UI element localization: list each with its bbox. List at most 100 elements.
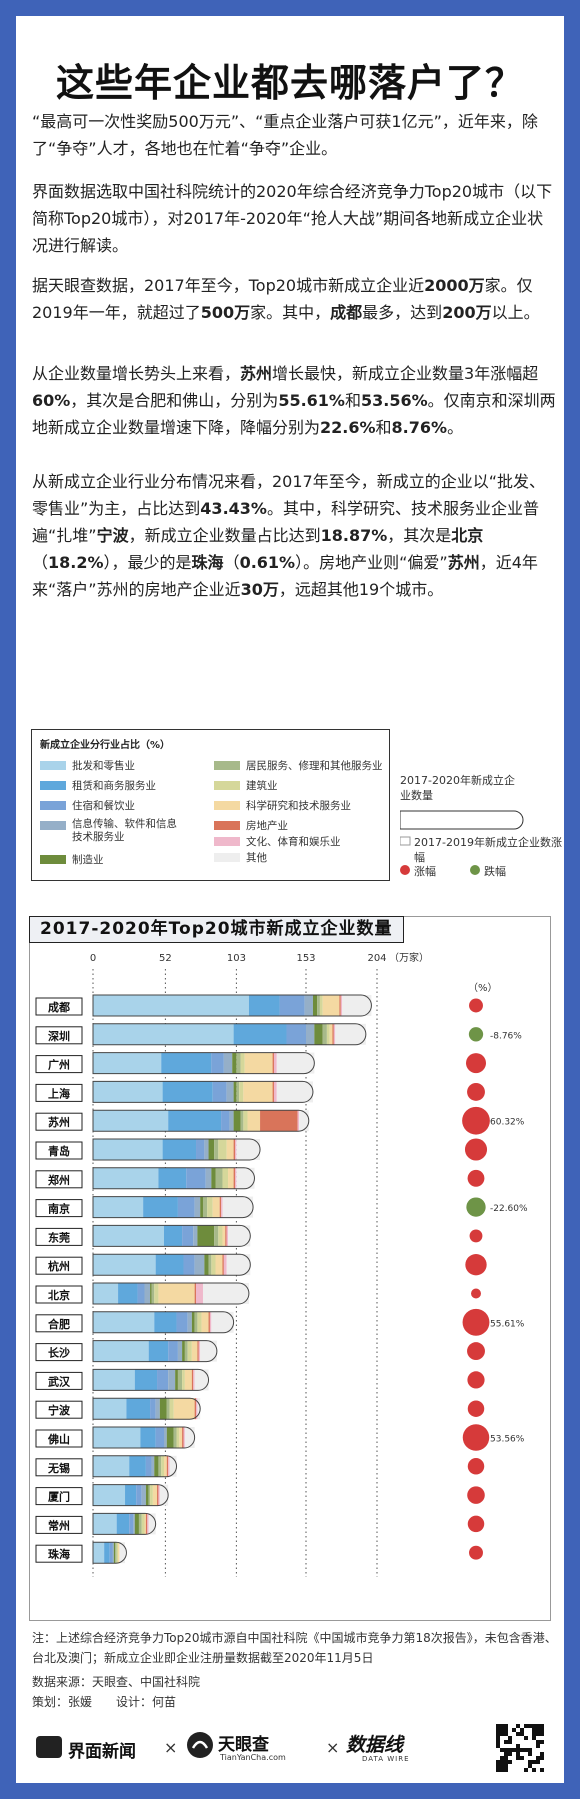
city-label: 广州 (48, 1058, 70, 1072)
total-bar-outline (92, 1282, 250, 1305)
bar-segment (244, 1052, 273, 1074)
bar-segment (233, 1110, 241, 1132)
bar-segment (93, 1110, 169, 1132)
bar-segment (202, 1283, 249, 1304)
qr-code-icon[interactable] (496, 1724, 544, 1772)
bar-segment (236, 1081, 240, 1103)
city-label: 长沙 (48, 1346, 70, 1360)
bar-segment (215, 1254, 223, 1276)
city-label: 无锡 (47, 1461, 70, 1475)
bar-segment (232, 1052, 237, 1074)
growth-bubble (466, 1053, 486, 1074)
legend-swatch (214, 837, 240, 846)
growth-bubble (471, 1288, 481, 1299)
paragraph-text: ，其次是 (387, 526, 452, 545)
times-sign-2: × (326, 1738, 340, 1757)
bar-segment (175, 1369, 178, 1391)
bar-segment (279, 995, 305, 1016)
bar-segment (205, 1167, 212, 1189)
bar-segment (118, 1542, 120, 1564)
bar-segment (169, 1398, 174, 1420)
bar-segment (226, 1081, 234, 1103)
paragraph-text: 界面数据选取中国社科院统计的2020年综合经济竞争力Top20城市（以下简称To… (32, 182, 553, 255)
growth-unit: （%） (468, 982, 498, 994)
bar-segment (182, 1427, 184, 1448)
paragraph-text: 家。其中， (250, 303, 331, 322)
bar-segment (225, 1225, 227, 1247)
city-label-box (35, 1141, 83, 1160)
bar-segment (235, 1167, 237, 1189)
bar-segment (193, 1369, 195, 1391)
growth-bubble (462, 1106, 490, 1135)
bar-segment (129, 1513, 134, 1535)
bar-segment (243, 1081, 273, 1103)
footer: 界面新闻 × 天眼查 TianYanCha.com × 数据线 DATA WIR… (30, 1724, 550, 1774)
bar-segment (159, 1398, 167, 1420)
bar-segment (204, 1254, 209, 1276)
total-bar-outline (92, 1541, 127, 1564)
bar-segment (194, 1196, 201, 1218)
paragraph-text: （ (223, 553, 240, 572)
brand-tianyancha-sub: TianYanCha.com (220, 1753, 286, 1762)
bar-segment (148, 1340, 169, 1362)
city-label-box (35, 1343, 83, 1362)
highlight-text: 宁波 (96, 526, 129, 545)
bar-segment (194, 1254, 205, 1276)
bar-segment (93, 1196, 144, 1218)
bar-segment (272, 1081, 274, 1103)
bar-segment (168, 1340, 178, 1362)
down-legend-dot (470, 865, 480, 875)
growth-bubble (469, 1229, 483, 1243)
highlight-text: 苏州 (240, 364, 273, 383)
total-bar-outline (92, 1397, 201, 1420)
legend-label: 文化、体育和娱乐业 (246, 836, 341, 848)
highlight-text: 北京 (451, 526, 484, 545)
city-label-box (35, 1314, 83, 1333)
bar-segment (173, 1427, 177, 1448)
jiemian-logo-icon (36, 1736, 62, 1758)
bar-segment (150, 1398, 156, 1420)
legend-item: 制造业 (40, 852, 104, 867)
city-label: 厦门 (48, 1490, 70, 1504)
bar-segment (306, 1023, 315, 1045)
legend-swatch (214, 781, 240, 790)
bar-segment (226, 1139, 234, 1160)
bar-segment (93, 1484, 126, 1506)
highlight-text: 55.61% (278, 391, 345, 410)
highlight-text: 60% (32, 391, 71, 410)
bar-segment (194, 1369, 209, 1391)
bar-segment (326, 1023, 330, 1045)
city-label-box (35, 1170, 83, 1189)
highlight-text: 30万 (240, 580, 279, 599)
growth-bubble (467, 1400, 485, 1417)
city-label: 东莞 (48, 1230, 70, 1244)
bar-segment (164, 1455, 167, 1477)
growth-bubble (469, 998, 483, 1013)
bar-segment (145, 1455, 152, 1477)
bar-segment (182, 1340, 185, 1362)
city-label-box (35, 1083, 83, 1102)
legend-label: 制造业 (72, 854, 104, 866)
bar-segment (197, 1398, 201, 1420)
bar-segment (148, 1513, 156, 1535)
bar-segment (93, 1427, 141, 1448)
bar-segment (144, 1283, 151, 1304)
bar-segment (184, 1427, 195, 1448)
bar-segment (299, 1110, 309, 1132)
city-label: 成都 (48, 1000, 70, 1014)
bar-segment (286, 1023, 306, 1045)
bar-segment (260, 1110, 298, 1132)
tick-label: 153 (296, 953, 315, 964)
legend-swatch (40, 801, 66, 810)
growth-bubble (464, 1138, 488, 1161)
bar-segment (211, 1254, 216, 1276)
legend-label: 其他 (246, 852, 267, 864)
growth-bubble (467, 1082, 485, 1101)
bar-segment (198, 1340, 201, 1362)
bar-segment (233, 1023, 287, 1045)
bar-segment (93, 1455, 130, 1477)
paragraph-text: “最高可一次性奖励500万元”、“重点企业落户可获1亿元”，近年来，除了“争夺”… (32, 112, 538, 158)
legend-label: 科学研究和技术服务业 (246, 800, 351, 812)
bar-segment (151, 1283, 155, 1304)
bar-segment (236, 1139, 261, 1160)
